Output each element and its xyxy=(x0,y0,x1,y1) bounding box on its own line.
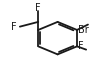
Text: F: F xyxy=(35,3,41,13)
Text: F: F xyxy=(11,22,17,32)
Text: F: F xyxy=(78,41,84,51)
Text: Br: Br xyxy=(78,25,89,35)
